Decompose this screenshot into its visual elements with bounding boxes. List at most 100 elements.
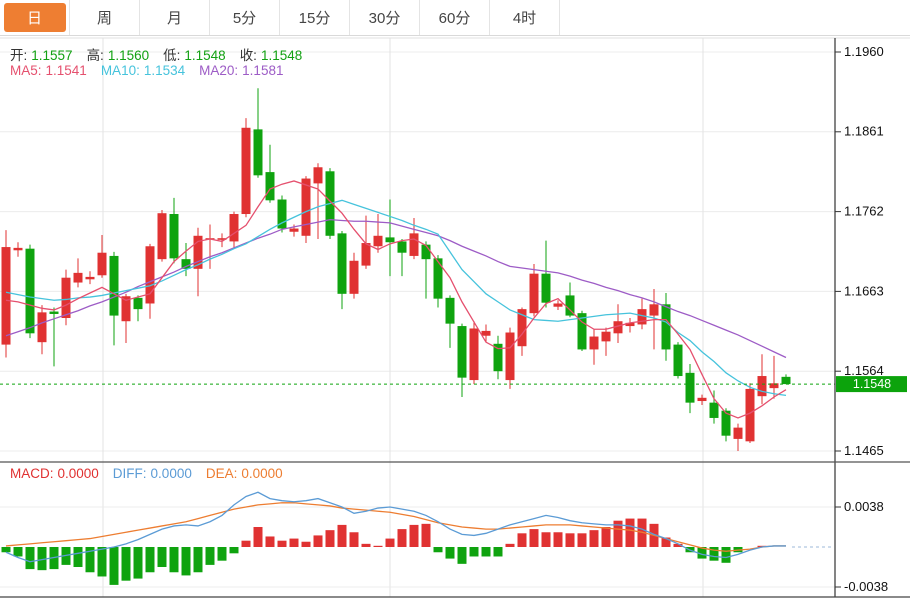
candle-20[interactable] — [229, 211, 239, 249]
macd-bar-31 — [361, 543, 371, 547]
candle-60[interactable] — [709, 390, 719, 424]
candle-16[interactable] — [181, 243, 191, 277]
candle-58[interactable] — [685, 363, 695, 414]
candle-8[interactable] — [85, 271, 95, 285]
candle-59[interactable] — [697, 394, 707, 406]
candle-38[interactable] — [445, 295, 455, 348]
macd-bar-35 — [409, 524, 419, 547]
diff-line — [5, 491, 786, 563]
tab-5分[interactable]: 5分 — [210, 0, 280, 35]
candle-19[interactable] — [217, 233, 227, 248]
candle-12[interactable] — [133, 295, 143, 322]
candle-32[interactable] — [373, 214, 383, 253]
price-tick-1.1762: 1.1762 — [844, 204, 884, 219]
macd-bar-21 — [241, 540, 251, 547]
candle-40[interactable] — [469, 321, 479, 385]
macd-bar-15 — [169, 547, 179, 573]
candle-52[interactable] — [613, 304, 623, 343]
tab-30分[interactable]: 30分 — [350, 0, 420, 35]
candle-10[interactable] — [109, 251, 119, 346]
candle-27[interactable] — [313, 163, 323, 240]
candle-30[interactable] — [349, 252, 359, 299]
candlestick-macd-chart[interactable]: 1.1548 1.1960 1.1861 1.1762 1.1663 1.1564 1.14… — [0, 36, 910, 600]
candle-46[interactable] — [541, 240, 551, 308]
candle-41[interactable] — [481, 324, 491, 343]
candle-62[interactable] — [733, 423, 743, 451]
candle-1[interactable] — [1, 230, 11, 358]
candle-43[interactable] — [505, 327, 515, 389]
tab-日[interactable]: 日 — [0, 0, 70, 35]
candle-22[interactable] — [253, 88, 263, 178]
candle-39[interactable] — [457, 323, 467, 397]
tab-周[interactable]: 周 — [70, 0, 140, 35]
candle-5[interactable] — [49, 307, 59, 367]
candle-65[interactable] — [769, 355, 779, 399]
macd-bar-49 — [577, 533, 587, 547]
macd-bar-29 — [337, 524, 347, 547]
tab-label: 15分 — [298, 10, 331, 27]
candle-series — [1, 88, 791, 451]
candle-26[interactable] — [301, 176, 311, 244]
last-price-badge-text: 1.1548 — [853, 377, 891, 391]
candle-15[interactable] — [169, 197, 179, 264]
tab-月[interactable]: 月 — [140, 0, 210, 35]
macd-bar-38 — [445, 547, 455, 559]
candle-37[interactable] — [433, 255, 443, 308]
price-tick-1.1465: 1.1465 — [844, 443, 884, 458]
candle-23[interactable] — [265, 144, 275, 203]
macd-bar-27 — [313, 535, 323, 547]
candle-21[interactable] — [241, 118, 251, 218]
macd-bar-34 — [397, 529, 407, 547]
macd-bar-25 — [289, 538, 299, 547]
macd-bar-24 — [277, 540, 287, 547]
candle-42[interactable] — [493, 335, 503, 380]
candle-6[interactable] — [61, 269, 71, 326]
candle-64[interactable] — [757, 354, 767, 405]
candle-7[interactable] — [73, 258, 83, 288]
tab-label: 4时 — [512, 10, 537, 27]
candle-47[interactable] — [553, 300, 563, 310]
candle-18[interactable] — [205, 224, 215, 269]
candle-29[interactable] — [337, 230, 347, 310]
tab-60分[interactable]: 60分 — [420, 0, 490, 35]
candle-66[interactable] — [781, 374, 791, 385]
candle-50[interactable] — [589, 329, 599, 365]
macd-bar-10 — [109, 547, 119, 585]
candle-53[interactable] — [625, 318, 635, 333]
macd-bar-56 — [661, 537, 671, 547]
candle-24[interactable] — [277, 195, 287, 233]
candle-34[interactable] — [397, 239, 407, 277]
tab-15分[interactable]: 15分 — [280, 0, 350, 35]
macd-tick--0.0038: -0.0038 — [844, 579, 888, 594]
macd-bar-43 — [505, 543, 515, 547]
candle-54[interactable] — [637, 298, 647, 330]
macd-bar-48 — [565, 533, 575, 547]
candle-51[interactable] — [601, 327, 611, 356]
candle-57[interactable] — [673, 342, 683, 379]
candle-3[interactable] — [25, 244, 35, 339]
macd-bar-26 — [301, 541, 311, 547]
candle-2[interactable] — [13, 242, 23, 257]
candle-31[interactable] — [361, 215, 371, 269]
candle-48[interactable] — [565, 282, 575, 318]
candle-49[interactable] — [577, 310, 587, 352]
macd-bar-32 — [373, 545, 383, 547]
candle-44[interactable] — [517, 307, 527, 356]
candle-56[interactable] — [661, 293, 671, 361]
macd-bar-50 — [589, 530, 599, 547]
macd-bar-14 — [157, 547, 167, 567]
ma5-line — [5, 180, 787, 419]
candle-14[interactable] — [157, 209, 167, 262]
candle-11[interactable] — [121, 293, 131, 343]
tab-4时[interactable]: 4时 — [490, 0, 560, 35]
macd-bar-8 — [85, 547, 95, 573]
candle-45[interactable] — [529, 263, 539, 317]
tab-label: 日 — [3, 3, 66, 32]
macd-bar-20 — [229, 547, 239, 554]
candle-33[interactable] — [385, 199, 395, 277]
macd-bar-44 — [517, 533, 527, 547]
candle-9[interactable] — [97, 234, 107, 278]
candle-36[interactable] — [421, 241, 431, 299]
candle-4[interactable] — [37, 305, 47, 355]
macd-bar-60 — [709, 547, 719, 561]
